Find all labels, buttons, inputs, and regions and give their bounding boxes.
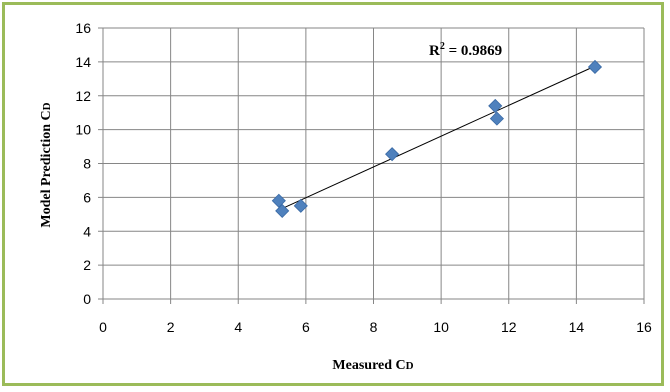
y-tick-label: 8	[83, 156, 91, 172]
y-tick-labels: 0 2 4 6 8 10 12 14 16	[75, 20, 91, 307]
y-tick-label: 16	[75, 20, 91, 36]
y-axis-title: Model Prediction CD	[39, 102, 54, 227]
data-point	[385, 147, 400, 162]
r-squared-annotation: R2 = 0.9869	[429, 41, 502, 59]
x-tick-label: 2	[167, 319, 175, 335]
x-tick-label: 8	[370, 319, 378, 335]
y-tick-label: 12	[75, 88, 91, 104]
y-tick-label: 0	[83, 291, 91, 307]
y-tick-label: 14	[75, 54, 91, 70]
y-tick-label: 10	[75, 122, 91, 138]
data-point	[293, 198, 308, 213]
data-point	[275, 203, 290, 218]
data-point	[488, 98, 503, 113]
x-tick-label: 0	[99, 319, 107, 335]
x-tick-labels: 0 2 4 6 8 10 12 14 16	[99, 319, 652, 335]
x-tick-label: 16	[636, 319, 652, 335]
trendline-segment	[278, 65, 596, 211]
y-tick-label: 2	[83, 257, 91, 273]
y-tick-label: 4	[83, 223, 91, 239]
data-points	[271, 59, 603, 218]
data-point	[587, 59, 603, 75]
data-point	[489, 111, 504, 126]
x-tick-label: 4	[234, 319, 242, 335]
y-tick-label: 6	[83, 189, 91, 205]
x-tick-label: 6	[302, 319, 310, 335]
x-tick-label: 12	[501, 319, 517, 335]
x-tick-label: 10	[433, 319, 449, 335]
grid-lines	[98, 27, 645, 304]
x-axis-title: Measured CD	[332, 358, 413, 373]
trendline	[278, 65, 596, 211]
chart-frame	[2, 2, 664, 386]
x-tick-label: 14	[569, 319, 585, 335]
